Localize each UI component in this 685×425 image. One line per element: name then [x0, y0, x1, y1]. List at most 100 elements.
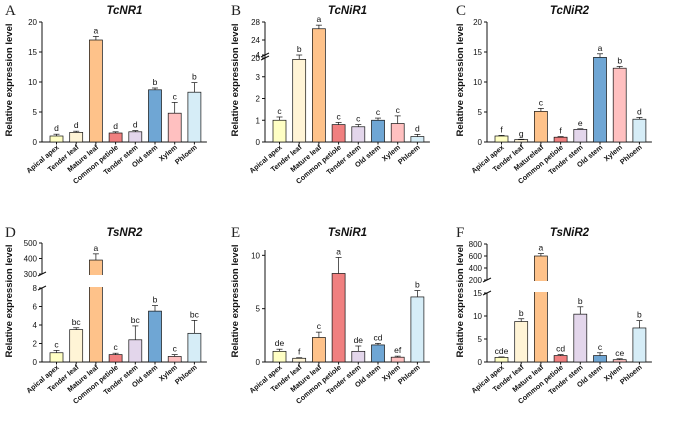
significance-label: a	[539, 243, 544, 253]
significance-label: b	[617, 55, 622, 65]
significance-label: d	[74, 120, 79, 130]
panel-title: TsNiR2	[550, 227, 590, 239]
significance-label: a	[94, 243, 99, 253]
y-tick-label: 0	[33, 358, 38, 367]
bar-tender-leaf	[514, 321, 529, 363]
panel-label: B	[231, 3, 241, 19]
y-tick-label: 5	[33, 108, 38, 117]
panel-label: F	[456, 225, 464, 241]
panel-D: D TsNR2 Relative expression level 0 2 4 6 8 300 4…	[4, 225, 207, 406]
bar-xylem	[390, 356, 405, 363]
significance-label: cd	[556, 344, 565, 354]
y-tick-label: 6	[33, 303, 38, 312]
significance-label: b	[519, 308, 524, 318]
axis-break-mark	[37, 271, 47, 277]
significance-label: f	[298, 347, 301, 357]
bar-xylem	[167, 356, 182, 363]
bar-old-stem	[371, 119, 385, 143]
significance-label: f	[559, 126, 562, 136]
significance-label: d	[133, 120, 138, 130]
bar-tender-stem	[573, 129, 588, 143]
panel-title: TsNiR1	[328, 227, 367, 239]
x-tick-label: Phloem	[396, 143, 422, 167]
significance-label: f	[500, 124, 503, 134]
axis-break-mark	[482, 290, 492, 296]
significance-label: a	[598, 43, 603, 53]
significance-label: c	[113, 342, 118, 352]
significance-label: bc	[72, 317, 82, 327]
axis-break-mark	[37, 285, 47, 291]
y-tick-label: 4	[256, 51, 261, 60]
y-tick-label: 10	[473, 78, 482, 87]
significance-label: d	[54, 123, 59, 133]
panel-label: A	[5, 3, 16, 19]
bar-tender-stem	[351, 126, 366, 143]
panel-label: C	[456, 3, 466, 19]
y-tick-label: 20	[251, 54, 260, 63]
y-tick-label: 600	[469, 252, 483, 261]
panel-B: B TcNiR1 Relative expression level 0 1 2 3 420 2…	[230, 3, 430, 186]
panel-title: TcNR1	[106, 5, 142, 17]
bar-tender-leaf	[292, 58, 307, 143]
bar-phloem	[187, 332, 202, 363]
axis-break-mark	[482, 277, 492, 283]
bar-old-stem	[593, 355, 607, 363]
bar-phloem	[632, 327, 647, 363]
significance-label: a	[317, 14, 322, 24]
bar-matureleaf	[534, 111, 548, 143]
bar-common-petiole	[108, 354, 123, 363]
significance-label: c	[598, 342, 603, 352]
y-axis-label: Relative expression level	[455, 23, 466, 136]
significance-label: g	[519, 128, 524, 138]
bar-break-gap	[533, 281, 549, 292]
panel-label: E	[231, 225, 240, 241]
significance-label: c	[356, 114, 361, 124]
y-tick-label: 4	[33, 321, 38, 330]
significance-label: cde	[495, 346, 509, 356]
y-tick-label: 8	[33, 284, 38, 293]
y-tick-label: 0	[33, 138, 38, 147]
significance-label: a	[336, 246, 341, 256]
bar-phloem	[187, 91, 202, 143]
panel-F: F TsNiR2 Relative expression level 0 5 10 15 20…	[455, 225, 652, 406]
bar-tender-stem	[573, 313, 588, 363]
y-tick-label: 2	[33, 340, 38, 349]
y-tick-label: 0	[478, 138, 483, 147]
bar-common-petiole	[331, 273, 346, 363]
axis-break-mark	[260, 55, 270, 61]
significance-label: c	[54, 339, 59, 349]
significance-label: c	[317, 321, 322, 331]
bar-old-stem	[371, 344, 385, 363]
significance-label: c	[173, 91, 178, 101]
bar-mature-leaf	[534, 255, 548, 363]
y-tick-label: 20	[28, 18, 37, 27]
y-tick-label: 0	[478, 358, 483, 367]
bar-mature-leaf	[312, 28, 326, 143]
bar-apical-apex	[272, 119, 287, 143]
y-axis-label: Relative expression level	[4, 23, 15, 136]
bar-old-stem	[593, 57, 607, 143]
bar-common-petiole	[108, 132, 123, 143]
bar-mature-leaf	[312, 337, 326, 363]
y-tick-label: 400	[24, 255, 38, 264]
bar-phloem	[410, 136, 425, 143]
bar-phloem	[410, 296, 425, 363]
y-tick-label: 15	[473, 48, 482, 57]
bar-common-petiole	[553, 355, 568, 363]
y-tick-label: 24	[251, 36, 260, 45]
y-tick-label: 20	[473, 18, 482, 27]
significance-label: c	[376, 107, 381, 117]
panel-label: D	[5, 225, 16, 241]
bar-old-stem	[148, 89, 162, 143]
bar-tender-leaf	[69, 329, 84, 363]
bar-xylem	[612, 67, 627, 143]
y-tick-label: 10	[473, 312, 482, 321]
y-tick-label: 800	[469, 240, 483, 249]
y-tick-label: 10	[251, 251, 260, 260]
significance-label: c	[173, 344, 178, 354]
y-tick-label: 5	[478, 108, 483, 117]
y-tick-label: 0	[256, 138, 261, 147]
significance-label: b	[153, 295, 158, 305]
significance-label: bc	[190, 309, 200, 319]
y-tick-label: 3	[256, 73, 261, 82]
